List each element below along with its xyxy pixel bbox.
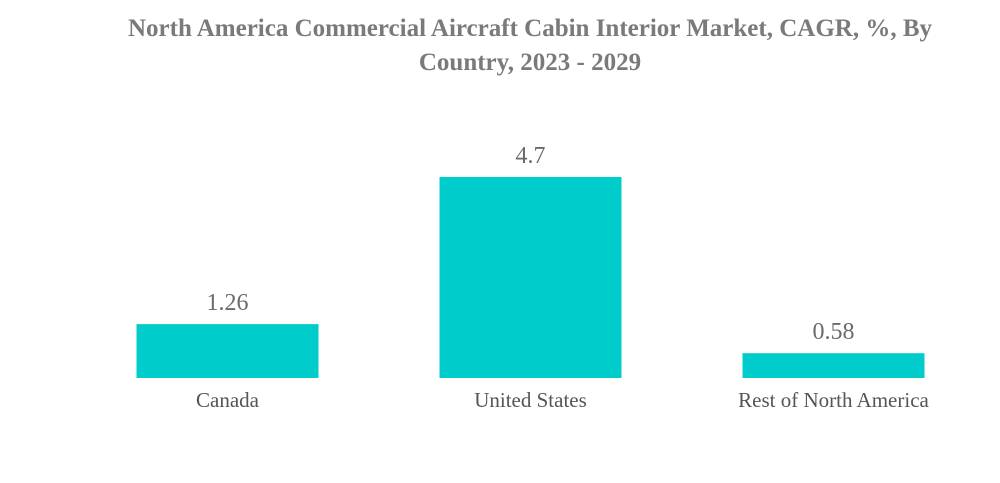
category-label: Rest of North America	[738, 388, 929, 412]
value-label: 4.7	[516, 143, 546, 169]
value-label: 0.58	[813, 319, 855, 345]
bar-united-states	[439, 177, 622, 378]
chart-title: North America Commercial Aircraft Cabin …	[127, 15, 932, 76]
value-label: 1.26	[207, 290, 249, 316]
category-labels-layer: Canada United States Rest of North America	[196, 388, 930, 412]
bar-canada	[136, 324, 319, 378]
value-labels-layer: 1.26 4.7 0.58	[207, 143, 855, 345]
category-label: Canada	[196, 388, 260, 412]
bars-layer	[136, 177, 925, 378]
category-label: United States	[474, 388, 587, 412]
bar-rest-of-north-america	[742, 353, 925, 378]
